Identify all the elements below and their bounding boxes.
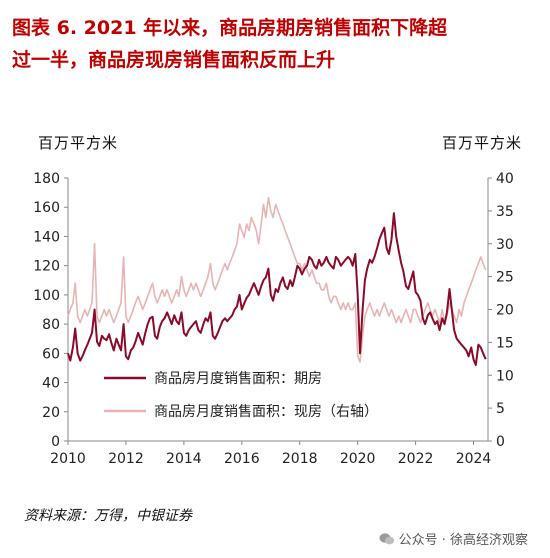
x-tick-label: 2016 xyxy=(224,451,260,467)
watermark-text: 公众号 · 徐高经济观察 xyxy=(398,533,528,548)
legend-label-presale: 商品房月度销售面积：期房 xyxy=(154,371,322,387)
legend-label-completed: 商品房月度销售面积：现房（右轴） xyxy=(154,404,378,420)
right-tick-label: 15 xyxy=(496,335,514,351)
right-axis-unit: 百万平方米 xyxy=(441,134,522,152)
x-tick-label: 2018 xyxy=(282,451,318,467)
right-tick-label: 0 xyxy=(496,434,505,450)
x-tick-label: 2022 xyxy=(398,451,434,467)
left-tick-label: 140 xyxy=(33,229,60,245)
left-tick-label: 0 xyxy=(51,434,60,450)
x-tick-label: 2012 xyxy=(108,451,144,467)
series-line-presale xyxy=(67,212,487,366)
chart-title: 图表 6. 2021 年以来，商品房期房销售面积下降超 过一半，商品房现房销售面… xyxy=(12,12,538,76)
left-tick-label: 120 xyxy=(33,259,60,275)
x-tick-label: 2024 xyxy=(456,451,492,467)
source-note: 资料来源：万得，中银证券 xyxy=(24,508,192,524)
right-tick-label: 40 xyxy=(496,171,514,187)
wechat-icon xyxy=(379,532,395,546)
series-line-completed xyxy=(67,196,487,363)
right-tick-label: 30 xyxy=(496,237,514,253)
left-tick-label: 20 xyxy=(42,405,60,421)
left-tick-label: 40 xyxy=(42,376,60,392)
left-tick-label: 160 xyxy=(33,200,60,216)
chart-title-line-1: 图表 6. 2021 年以来，商品房期房销售面积下降超 xyxy=(12,17,448,39)
watermark: 公众号 · 徐高经济观察 xyxy=(379,529,528,548)
x-tick-label: 2014 xyxy=(166,451,202,467)
left-tick-label: 180 xyxy=(33,171,60,187)
x-tick-label: 2010 xyxy=(50,451,86,467)
chart-canvas: 0 20 40 60 80 100 120 140 160 180 0 5 10 15 20 25 30 35 40… xyxy=(33,171,514,467)
right-tick-label: 25 xyxy=(496,270,514,286)
right-tick-label: 35 xyxy=(496,204,514,220)
left-tick-label: 100 xyxy=(33,288,60,304)
chart-title-line-2: 过一半，商品房现房销售面积反而上升 xyxy=(12,49,336,71)
left-tick-label: 80 xyxy=(42,317,60,333)
right-tick-label: 5 xyxy=(496,401,505,417)
x-tick-label: 2020 xyxy=(340,451,376,467)
left-tick-label: 60 xyxy=(42,346,60,362)
right-tick-label: 20 xyxy=(496,303,514,319)
right-tick-label: 10 xyxy=(496,368,514,384)
left-axis-unit: 百万平方米 xyxy=(38,134,119,152)
